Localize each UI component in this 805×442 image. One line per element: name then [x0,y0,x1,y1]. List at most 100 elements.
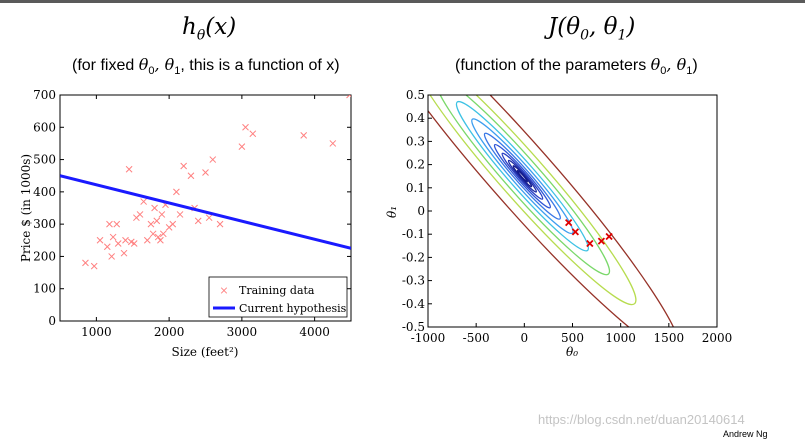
scatter-point [109,233,117,241]
scatter-point [136,211,144,218]
right-title: J(θ0, θ1) [548,14,636,44]
scatter-point [149,230,157,238]
left-y-tick-label: 300 [33,217,56,231]
left-subtitle: (for fixed θ0, θ1, this is a function of… [72,55,340,78]
left-y-tick-label: 500 [33,153,56,167]
scatter-point [300,132,308,139]
right-subtitle: (function of the parameters θ0, θ1) [455,55,698,78]
scatter-point [113,220,121,228]
left-y-tick-label: 400 [33,185,56,199]
right-x-tick-label: 1500 [654,331,685,345]
scatter-point [173,188,180,196]
right-y-tick-label: 0.3 [406,134,425,148]
housing-price-chart: 1000 2000 3000 4000 0 100 200 300 400 500 600 700 S… [19,88,352,359]
scatter-point [114,240,122,247]
scatter-point [151,204,158,212]
scatter-point [147,220,155,228]
right-x-tick-label: -500 [463,331,490,345]
descent-point [586,239,594,248]
contour-line [501,152,544,200]
left-xlabel: Size (feet²) [172,345,239,359]
right-y-tick-label: -0.1 [402,227,425,241]
scatter-point [346,95,351,99]
right-x-tick-label: 1000 [605,331,636,345]
right-y-tick-label: 0 [417,204,425,218]
left-y-tick-label: 600 [33,120,56,134]
scatter-point [96,236,104,244]
scatter-point [249,130,257,138]
watermark: https://blog.csdn.net/duan20140614 [538,412,745,427]
left-y-tick-label: 100 [33,282,56,296]
legend-box [208,276,348,318]
scatter-point [209,156,217,163]
scatter-point [176,211,184,218]
right-xlabel: θ₀ [566,345,578,359]
scatter-point [157,236,164,244]
cost-contour-chart: -1000 -500 0 500 1000 1500 2000 -0.5 -0.4 -0.3 -0.… [385,88,733,359]
right-y-tick-label: 0.5 [406,88,425,102]
contour-line [493,143,551,209]
scatter-point [169,220,177,228]
scatter-point [194,217,202,225]
contour-line [434,95,611,276]
legend-label-hypothesis: Current hypothesis [239,302,347,315]
scatter-point [103,243,111,251]
scatter-point [329,140,337,147]
scatter-point [205,214,213,222]
scatter-point [108,253,116,260]
left-x-tick-label: 2000 [154,325,185,339]
scatter-point [90,262,98,270]
right-y-tick-label: -0.4 [402,297,426,311]
scatter-point [202,169,209,176]
right-ylabel: θ₁ [385,206,399,218]
scatter-point [154,233,162,241]
scatter-point [106,220,113,228]
right-y-tick-label: -0.2 [402,250,425,264]
descent-point [571,228,580,236]
contour-line [428,95,637,306]
right-x-tick-label: -1000 [411,331,446,345]
contour-line [483,132,562,220]
scatter-point [216,220,224,228]
contour-line [428,95,682,327]
scatter-point [82,259,89,267]
right-x-tick-label: 0 [521,331,529,345]
scatter-point [130,240,138,247]
descent-point [565,218,573,227]
scatter-point [120,249,128,257]
right-y-tick-label: 0.2 [406,158,425,172]
scatter-point [159,230,167,238]
left-y-tick-label: 0 [48,314,56,328]
left-title: hθ(x) [182,14,237,44]
left-x-tick-label: 1000 [81,325,112,339]
right-plot-bg [428,95,717,327]
scatter-point [122,236,129,244]
left-y-tick-label: 700 [33,88,56,102]
contour-line [512,165,533,188]
right-y-tick-label: 0.1 [406,181,425,195]
left-y-tick-label: 200 [33,249,56,263]
left-x-tick-label: 4000 [299,325,330,339]
scatter-point [125,165,133,173]
scatter-point [158,211,166,218]
scatter-point [140,198,148,205]
scatter-point [143,236,151,244]
left-x-tick-label: 3000 [227,325,258,339]
scatter-point [187,172,195,180]
right-y-tick-label: 0.4 [406,111,425,125]
contour-line [471,118,574,235]
scatter-point [238,143,246,151]
scatter-point [153,217,161,225]
descent-point [597,237,606,245]
right-y-tick-label: -0.3 [402,274,425,288]
right-y-tick-label: -0.5 [402,320,425,334]
author-credit: Andrew Ng [723,429,768,439]
left-legend: × Training data Current hypothesis [208,276,348,318]
scatter-point [242,123,249,131]
descent-point [605,232,613,241]
right-x-tick-label: 2000 [702,331,733,345]
right-x-tick-label: 500 [561,331,584,345]
legend-marker-training: × [219,284,228,297]
legend-label-training: Training data [239,284,315,297]
contour-line [455,100,590,252]
